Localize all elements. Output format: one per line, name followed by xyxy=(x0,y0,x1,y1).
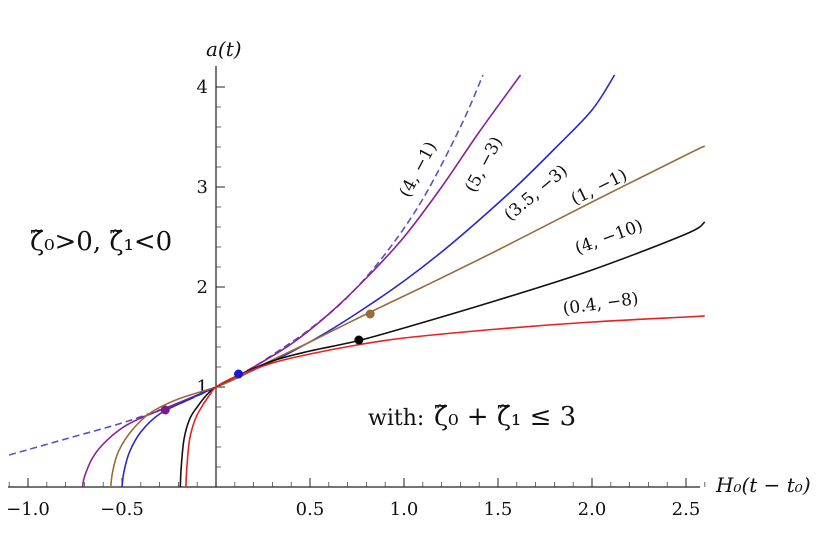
x-tick-label: 1.0 xyxy=(390,499,419,520)
y-tick-label: 1 xyxy=(197,377,208,398)
series-label-3: (1, −1) xyxy=(568,165,631,209)
series-line-0 xyxy=(8,74,484,456)
x-tick-label: 2.0 xyxy=(578,499,607,520)
marker-point-2 xyxy=(365,309,375,319)
series-line-2 xyxy=(121,74,616,488)
y-axis-label: a(t) xyxy=(206,37,242,61)
constraint-annotation: ζ̃₀ + ζ̃₁ ≤ 3 xyxy=(434,402,576,432)
series-line-5 xyxy=(185,315,705,488)
x-tick-label: 1.5 xyxy=(484,499,513,520)
x-axis-label: H₀(t − t₀) xyxy=(715,473,811,497)
x-tick-label: −1.0 xyxy=(6,499,50,520)
axes: −1.0 −0.5 0.5 1.0 1.5 2.0 2.5 1 2 3 4 xyxy=(6,66,706,520)
marker-point-0 xyxy=(160,405,170,415)
curves xyxy=(8,74,706,488)
markers xyxy=(160,309,375,415)
series-line-4 xyxy=(179,221,706,488)
x-tick-label: 0.5 xyxy=(296,499,325,520)
marker-point-3 xyxy=(354,335,364,345)
series-label-0: (4, −1) xyxy=(395,138,441,200)
series-label-4: (4, −10) xyxy=(572,216,645,259)
series-label-2: (3.5, −3) xyxy=(501,161,572,225)
y-tick-label: 2 xyxy=(197,277,208,298)
marker-point-1 xyxy=(234,369,244,379)
curve-labels: (4, −1) (5, −3)(3.5, −3)(1, −1) (4, −10) (0… xyxy=(395,133,645,319)
y-tick-label: 4 xyxy=(197,77,208,98)
series-label-1: (5, −3) xyxy=(461,133,507,195)
x-tick-label: 2.5 xyxy=(672,499,701,520)
condition-annotation: ζ̃₀>0, ζ̃₁<0 xyxy=(30,227,172,257)
series-label-5: (0.4, −8) xyxy=(562,289,640,319)
constraint-prefix: with: xyxy=(368,406,424,431)
series-line-3 xyxy=(109,145,706,488)
x-tick-label: −0.5 xyxy=(100,499,144,520)
y-tick-label: 3 xyxy=(197,177,208,198)
